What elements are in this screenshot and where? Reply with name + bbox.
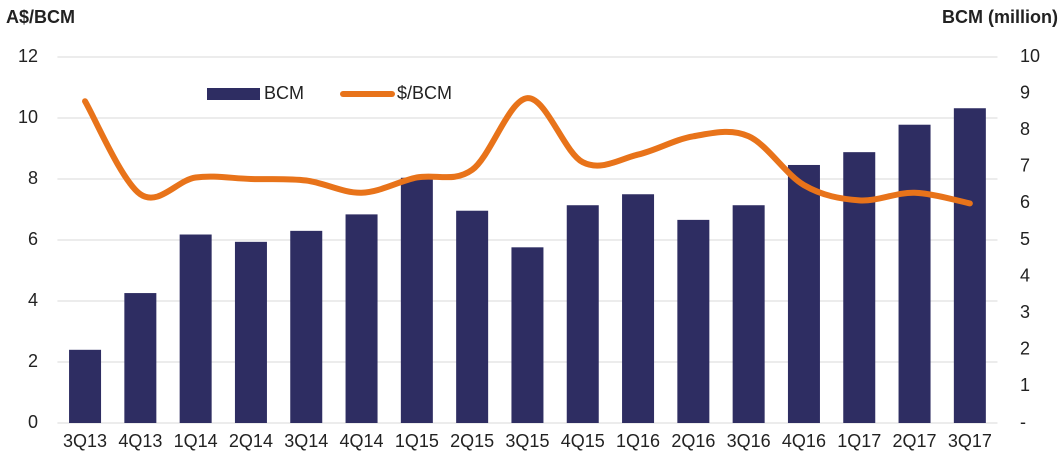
y-axis-title: A$/BCM — [6, 7, 75, 27]
x-tick-label: 3Q17 — [948, 431, 992, 451]
y-tick-label: 10 — [18, 107, 38, 127]
y2-tick-label: 9 — [1020, 82, 1030, 102]
bar — [953, 108, 986, 424]
legend-swatch — [207, 88, 260, 100]
x-tick-label: 3Q13 — [63, 431, 107, 451]
legend-label: BCM — [264, 83, 304, 103]
x-tick-label: 1Q16 — [616, 431, 660, 451]
bar — [511, 247, 544, 423]
bar — [400, 177, 433, 423]
y2-tick-label: 10 — [1020, 46, 1040, 66]
x-tick-label: 2Q15 — [450, 431, 494, 451]
y2-tick-label: - — [1020, 412, 1026, 432]
bar — [787, 164, 820, 423]
legend-label: $/BCM — [397, 83, 452, 103]
bar — [898, 124, 931, 424]
y2-tick-label: 7 — [1020, 156, 1030, 176]
bar — [290, 230, 323, 423]
x-tick-label: 4Q14 — [340, 431, 384, 451]
y2-tick-label: 2 — [1020, 339, 1030, 359]
bar — [69, 349, 102, 423]
bar — [677, 219, 710, 423]
y-tick-label: 0 — [28, 412, 38, 432]
y2-axis-title: BCM (million) — [942, 7, 1058, 27]
y-tick-label: 4 — [28, 290, 38, 310]
x-tick-label: 2Q14 — [229, 431, 273, 451]
bar — [179, 234, 212, 423]
y2-tick-label: 1 — [1020, 375, 1030, 395]
x-tick-label: 1Q17 — [837, 431, 881, 451]
bar — [345, 214, 378, 423]
x-tick-label: 2Q16 — [671, 431, 715, 451]
bar — [124, 293, 157, 423]
x-tick-label: 3Q14 — [284, 431, 328, 451]
x-tick-label: 4Q15 — [561, 431, 605, 451]
line — [82, 95, 973, 207]
y-tick-label: 2 — [28, 351, 38, 371]
y-tick-label: 8 — [28, 168, 38, 188]
y2-tick-label: 8 — [1020, 119, 1030, 139]
y-tick-label: 12 — [18, 46, 38, 66]
x-tick-label: 1Q15 — [395, 431, 439, 451]
bar — [234, 241, 267, 423]
y2-tick-label: 5 — [1020, 229, 1030, 249]
y2-tick-label: 3 — [1020, 302, 1030, 322]
x-tick-label: 4Q13 — [118, 431, 162, 451]
x-tick-label: 1Q14 — [174, 431, 218, 451]
bar — [456, 210, 489, 423]
x-tick-label: 2Q17 — [893, 431, 937, 451]
y-tick-label: 6 — [28, 229, 38, 249]
x-tick-label: 4Q16 — [782, 431, 826, 451]
bar — [566, 205, 599, 423]
bar — [843, 152, 876, 423]
bar — [622, 194, 655, 423]
y2-tick-label: 4 — [1020, 265, 1030, 285]
y2-tick-label: 6 — [1020, 192, 1030, 212]
x-tick-label: 3Q15 — [505, 431, 549, 451]
x-tick-label: 3Q16 — [727, 431, 771, 451]
bar — [732, 205, 765, 423]
